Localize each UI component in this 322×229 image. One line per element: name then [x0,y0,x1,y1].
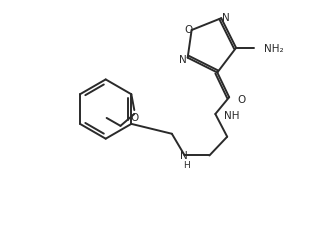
Text: N: N [222,13,230,23]
Text: N: N [180,150,188,160]
Text: O: O [185,25,193,35]
Text: O: O [237,95,245,105]
Text: O: O [130,112,138,123]
Text: NH₂: NH₂ [264,44,283,54]
Text: N: N [179,55,187,64]
Text: NH: NH [224,111,240,120]
Text: H: H [183,160,190,169]
